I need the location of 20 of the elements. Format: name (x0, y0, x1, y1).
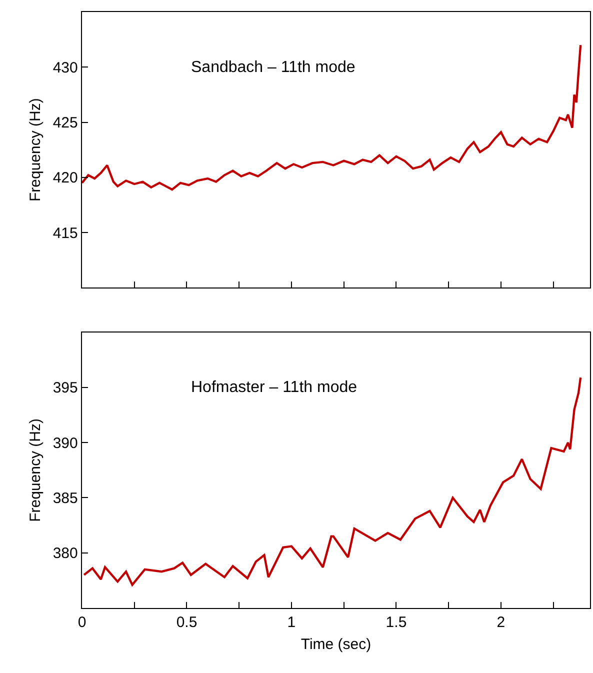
y-tick-label: 390 (52, 434, 78, 452)
line-series (82, 376, 582, 586)
annotation: Sandbach – 11th mode (191, 59, 356, 76)
y-tick-label: 425 (52, 114, 78, 132)
y-tick-label: 430 (52, 59, 78, 76)
x-tick-label: 1 (287, 614, 296, 632)
annotation: Hofmaster – 11th mode (191, 379, 358, 396)
x-tick-label: 0.5 (176, 614, 198, 632)
y-tick-label: 380 (52, 545, 78, 562)
x-tick-label: 0 (78, 614, 86, 632)
y-tick-label: 395 (52, 380, 78, 397)
y-tick-label: 420 (52, 170, 78, 187)
x-tick-label: 1.5 (386, 614, 407, 632)
y-axis-title: Frequency (Hz) (27, 98, 44, 202)
y-tick-label: 385 (52, 490, 78, 507)
x-axis-title: Time (sec) (300, 636, 372, 654)
line-series (82, 44, 582, 191)
y-axis-title: Frequency (Hz) (27, 418, 44, 522)
y-tick-label: 415 (52, 224, 78, 242)
x-tick-label: 2 (496, 614, 506, 632)
